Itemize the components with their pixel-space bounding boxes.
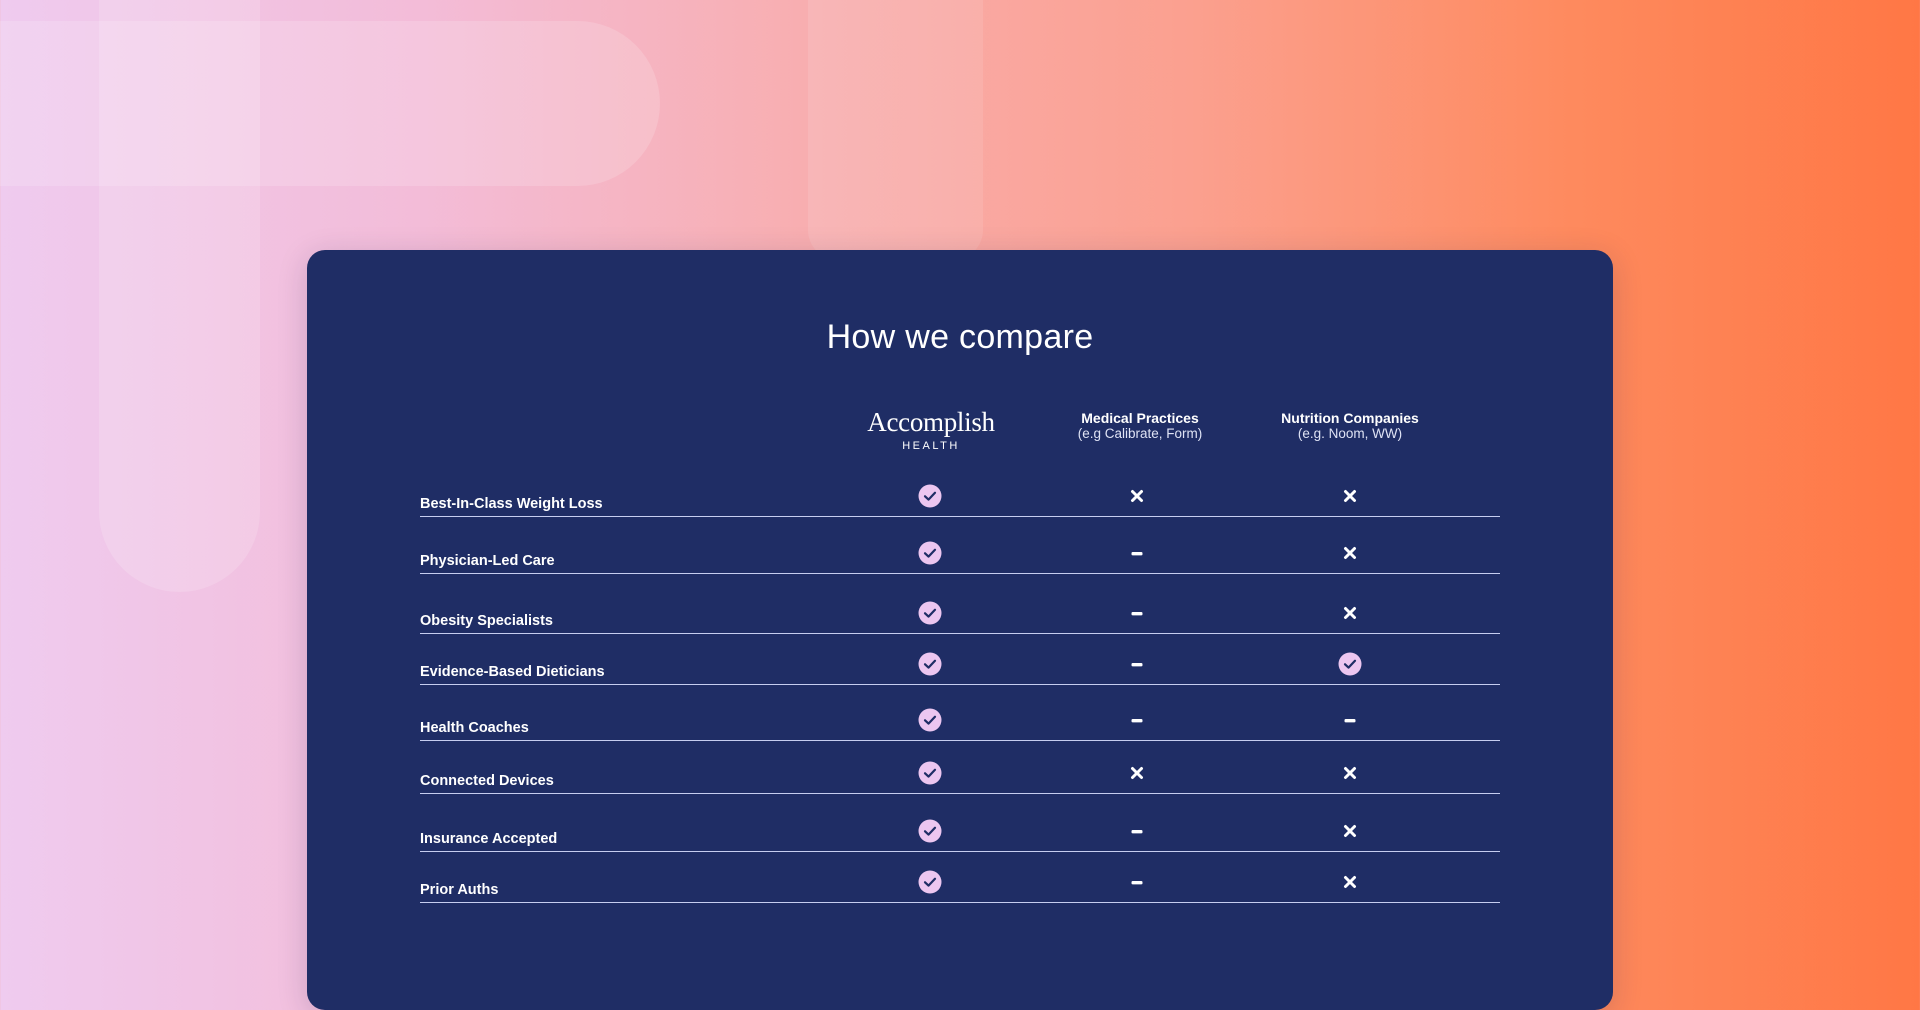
check-icon [1338,652,1362,676]
table-row: Health Coaches [420,684,1500,741]
check-icon [918,601,942,625]
dash-icon [1125,819,1149,843]
dash-icon [1125,541,1149,565]
page-title: How we compare [826,318,1094,356]
cross-icon [1338,819,1362,843]
row-label: Prior Auths [420,882,499,898]
cross-icon [1338,601,1362,625]
cross-icon [1125,761,1149,785]
dash-icon [1125,870,1149,894]
cross-icon [1338,870,1362,894]
column-title-nutrition: Nutrition Companies [1281,410,1419,426]
cross-icon [1338,761,1362,785]
check-icon [918,761,942,785]
row-label: Health Coaches [420,720,529,736]
check-icon [918,870,942,894]
check-icon [918,819,942,843]
cross-icon [1338,541,1362,565]
background-decor-arc [808,0,983,260]
dash-icon [1125,601,1149,625]
table-row: Best-In-Class Weight Loss [420,475,1500,517]
table-row: Prior Auths [420,851,1500,903]
column-subtitle-nutrition: (e.g. Noom, WW) [1297,426,1403,441]
cross-icon [1338,484,1362,508]
row-label: Evidence-Based Dieticians [420,664,605,680]
column-header-accomplish: Accomplish HEALTH [867,407,995,452]
comparison-card: How we compare Accomplish HEALTH Medical… [307,250,1613,1010]
background-decor-horizontal [0,21,660,186]
column-header-nutrition: Nutrition Companies (e.g. Noom, WW) [1281,410,1419,441]
brand-logo-sub: HEALTH [902,440,960,452]
check-icon [918,652,942,676]
check-icon [918,484,942,508]
column-title-medical: Medical Practices [1081,410,1199,426]
column-header-medical: Medical Practices (e.g Calibrate, Form) [1078,410,1203,441]
row-label: Physician-Led Care [420,553,555,569]
table-row: Insurance Accepted [420,793,1500,852]
row-label: Best-In-Class Weight Loss [420,496,603,512]
table-row: Physician-Led Care [420,516,1500,574]
table-row: Obesity Specialists [420,573,1500,634]
background-decor-vertical [99,0,260,592]
row-label: Obesity Specialists [420,613,553,629]
check-icon [918,541,942,565]
check-icon [918,708,942,732]
dash-icon [1338,708,1362,732]
dash-icon [1125,652,1149,676]
row-label: Insurance Accepted [420,831,558,847]
dash-icon [1125,708,1149,732]
row-label: Connected Devices [420,773,554,789]
cross-icon [1125,484,1149,508]
column-subtitle-medical: (e.g Calibrate, Form) [1077,426,1203,441]
table-row: Evidence-Based Dieticians [420,633,1500,685]
table-row: Connected Devices [420,740,1500,794]
brand-logo-name: Accomplish [867,407,995,437]
